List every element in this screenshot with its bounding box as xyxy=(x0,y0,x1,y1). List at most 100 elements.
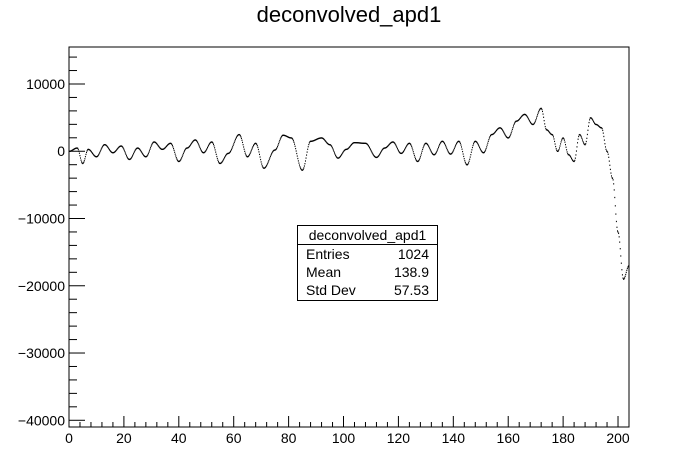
stats-row-mean: Mean 138.9 xyxy=(298,263,437,281)
data-point xyxy=(159,147,161,150)
data-point xyxy=(570,156,572,159)
data-point xyxy=(302,168,304,170)
data-point xyxy=(257,146,259,149)
data-point xyxy=(562,137,564,139)
data-point xyxy=(612,179,614,181)
data-point xyxy=(214,149,216,151)
data-point xyxy=(231,147,233,149)
data-point xyxy=(288,136,290,138)
data-point xyxy=(415,158,417,160)
data-point xyxy=(238,134,240,136)
data-point xyxy=(589,119,591,121)
data-point xyxy=(257,148,259,151)
data-point xyxy=(273,149,275,151)
data-point xyxy=(427,143,429,146)
data-point xyxy=(598,126,600,128)
data-point xyxy=(284,135,286,137)
data-point xyxy=(426,143,428,145)
data-point xyxy=(359,142,361,144)
data-point xyxy=(118,146,120,148)
data-point xyxy=(381,150,383,152)
data-point xyxy=(368,145,370,148)
data-point xyxy=(581,137,583,140)
data-point xyxy=(278,141,280,143)
data-point xyxy=(176,159,178,161)
data-point xyxy=(255,142,257,145)
data-point xyxy=(563,139,565,141)
data-point xyxy=(386,146,388,148)
data-point xyxy=(394,143,396,145)
data-point xyxy=(220,162,222,164)
data-point xyxy=(201,151,203,153)
data-point xyxy=(157,144,159,146)
data-point xyxy=(346,148,348,150)
data-point xyxy=(516,120,518,122)
data-point xyxy=(153,141,155,143)
data-point xyxy=(203,152,205,154)
data-point xyxy=(254,143,256,145)
data-point xyxy=(406,144,408,146)
data-point xyxy=(307,148,309,150)
data-point xyxy=(203,151,205,154)
data-point xyxy=(366,143,368,145)
data-point xyxy=(194,139,196,141)
data-point xyxy=(145,156,147,158)
data-point xyxy=(390,142,392,144)
x-tick-label: 100 xyxy=(332,430,356,446)
data-point xyxy=(466,164,468,166)
data-point xyxy=(216,155,218,158)
data-point xyxy=(276,147,278,149)
data-point xyxy=(448,152,450,155)
data-point xyxy=(290,137,292,139)
data-point xyxy=(246,155,248,158)
data-point xyxy=(619,248,621,250)
data-point xyxy=(527,116,529,119)
data-point xyxy=(341,153,343,155)
data-point xyxy=(209,142,211,144)
data-point xyxy=(252,146,254,148)
data-point xyxy=(566,149,568,151)
data-point xyxy=(94,155,96,158)
data-point xyxy=(581,139,583,141)
data-point xyxy=(376,156,378,158)
data-point xyxy=(453,147,455,150)
data-point xyxy=(89,149,91,151)
data-point xyxy=(460,144,462,146)
data-point xyxy=(176,158,178,160)
data-point xyxy=(440,141,442,144)
data-point xyxy=(124,150,126,153)
data-point xyxy=(388,144,390,146)
data-point xyxy=(183,151,185,153)
data-point xyxy=(152,141,154,143)
data-point xyxy=(312,140,314,142)
data-point xyxy=(105,144,107,146)
data-point xyxy=(348,146,350,149)
data-point xyxy=(450,153,452,155)
data-point xyxy=(281,135,283,137)
data-point xyxy=(283,134,285,137)
data-point xyxy=(173,147,175,150)
data-point xyxy=(566,151,568,153)
data-point xyxy=(240,137,242,140)
data-point xyxy=(377,156,379,158)
stats-label: Std Dev xyxy=(306,282,356,298)
axis-tick-labels: 0 20 40 60 80 100 120 140 160 180 200 −40000 −30000 −… xyxy=(18,76,630,446)
data-point xyxy=(409,142,411,145)
data-point xyxy=(167,143,169,146)
data-point xyxy=(493,132,495,134)
data-point xyxy=(225,154,227,156)
data-point xyxy=(414,156,416,158)
data-point xyxy=(359,142,361,144)
data-point xyxy=(408,142,410,145)
x-tick-label: 0 xyxy=(65,430,73,446)
data-point xyxy=(212,142,214,144)
data-point xyxy=(115,150,117,152)
data-point xyxy=(526,115,528,118)
data-point xyxy=(191,141,193,144)
data-point xyxy=(192,140,194,142)
data-point xyxy=(443,141,445,144)
data-point xyxy=(142,153,144,155)
data-point xyxy=(625,271,627,274)
data-point xyxy=(109,149,111,152)
data-point xyxy=(294,143,296,145)
